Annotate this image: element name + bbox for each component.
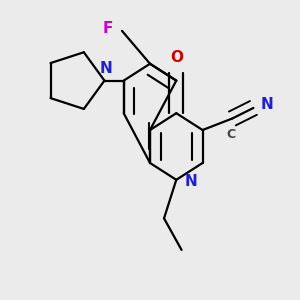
Text: C: C [226,128,235,141]
Text: F: F [103,20,113,35]
Text: N: N [261,97,274,112]
Text: N: N [184,174,197,189]
Text: N: N [100,61,112,76]
Text: O: O [170,50,183,64]
